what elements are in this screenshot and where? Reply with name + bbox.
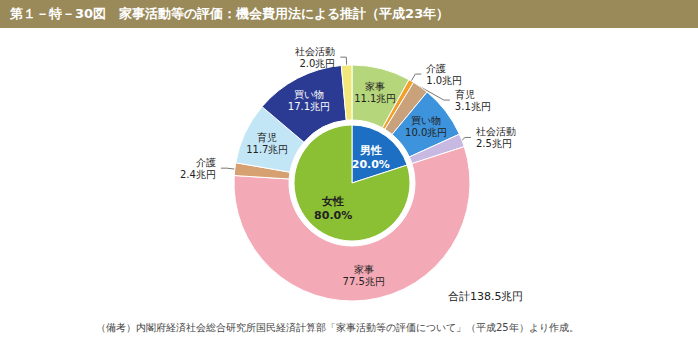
svg-text:女性: 女性 xyxy=(321,195,344,208)
svg-text:家事: 家事 xyxy=(354,264,374,275)
svg-text:家事: 家事 xyxy=(365,81,385,92)
svg-text:2.0兆円: 2.0兆円 xyxy=(299,58,335,69)
svg-text:20.0%: 20.0% xyxy=(352,158,390,171)
svg-text:合計138.5兆円: 合計138.5兆円 xyxy=(448,290,524,303)
svg-text:社会活動: 社会活動 xyxy=(476,126,516,137)
svg-text:買い物: 買い物 xyxy=(294,89,324,100)
svg-text:2.4兆円: 2.4兆円 xyxy=(180,169,216,180)
svg-text:17.1兆円: 17.1兆円 xyxy=(288,101,330,112)
svg-text:11.7兆円: 11.7兆円 xyxy=(246,144,288,155)
svg-text:男性: 男性 xyxy=(359,144,382,157)
svg-text:（備考）内閣府経済社会総合研究所国民経済計算部「家事活動等の: （備考）内閣府経済社会総合研究所国民経済計算部「家事活動等の評価について」（平成… xyxy=(96,322,579,333)
svg-text:10.0兆円: 10.0兆円 xyxy=(405,127,447,138)
svg-text:1.0兆円: 1.0兆円 xyxy=(426,75,462,86)
svg-text:3.1兆円: 3.1兆円 xyxy=(455,101,491,112)
svg-text:2.5兆円: 2.5兆円 xyxy=(476,138,512,149)
svg-text:11.1兆円: 11.1兆円 xyxy=(354,93,396,104)
svg-text:介護: 介護 xyxy=(426,63,446,74)
svg-text:育児: 育児 xyxy=(257,132,277,143)
svg-text:第１－特－30図 家事活動等の評価：機会費用法による推計（平: 第１－特－30図 家事活動等の評価：機会費用法による推計（平成23年） xyxy=(9,6,449,21)
svg-text:社会活動: 社会活動 xyxy=(295,46,335,57)
svg-text:77.5兆円: 77.5兆円 xyxy=(343,276,385,287)
svg-text:買い物: 買い物 xyxy=(411,115,441,126)
svg-text:介護: 介護 xyxy=(196,157,216,168)
svg-text:育児: 育児 xyxy=(455,89,475,100)
svg-text:80.0%: 80.0% xyxy=(314,209,352,222)
